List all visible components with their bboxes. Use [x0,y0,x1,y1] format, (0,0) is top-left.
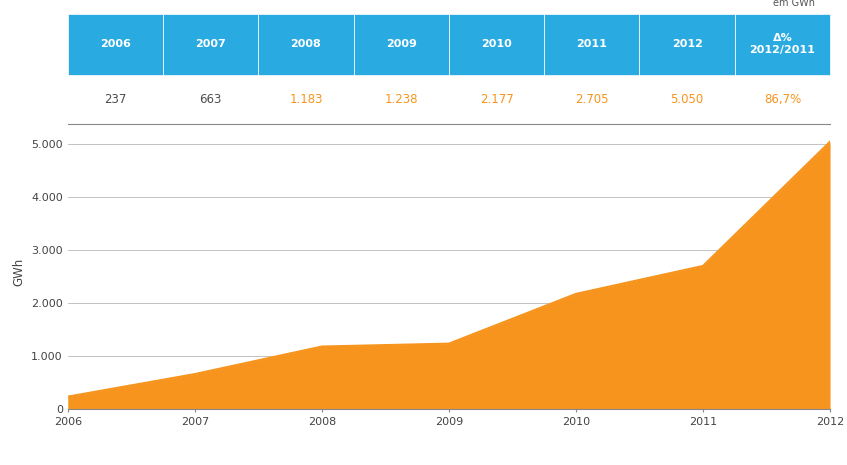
FancyBboxPatch shape [258,78,354,122]
FancyBboxPatch shape [545,78,639,122]
FancyBboxPatch shape [163,14,258,74]
Text: 2009: 2009 [386,39,417,49]
FancyBboxPatch shape [258,14,354,74]
Text: 2.177: 2.177 [479,93,513,106]
Text: 2.705: 2.705 [575,93,609,106]
Text: em GWh: em GWh [772,0,815,8]
Text: 2012: 2012 [672,39,702,49]
FancyBboxPatch shape [163,78,258,122]
FancyBboxPatch shape [68,14,163,74]
Text: 2007: 2007 [196,39,226,49]
FancyBboxPatch shape [639,14,735,74]
Text: 2010: 2010 [481,39,512,49]
Text: 2008: 2008 [291,39,321,49]
Text: 2011: 2011 [577,39,607,49]
Text: 1.183: 1.183 [289,93,323,106]
FancyBboxPatch shape [639,78,735,122]
FancyBboxPatch shape [735,14,830,74]
Text: 2006: 2006 [100,39,130,49]
FancyBboxPatch shape [545,14,639,74]
FancyBboxPatch shape [449,78,545,122]
Text: 86,7%: 86,7% [764,93,801,106]
FancyBboxPatch shape [354,78,449,122]
Text: 237: 237 [104,93,126,106]
Text: 663: 663 [200,93,222,106]
FancyBboxPatch shape [449,14,545,74]
FancyBboxPatch shape [354,14,449,74]
FancyBboxPatch shape [68,78,163,122]
Text: 1.238: 1.238 [385,93,418,106]
Text: 5.050: 5.050 [671,93,704,106]
Y-axis label: GWh: GWh [13,257,25,286]
FancyBboxPatch shape [735,78,830,122]
Text: Δ%
2012/2011: Δ% 2012/2011 [750,33,816,55]
